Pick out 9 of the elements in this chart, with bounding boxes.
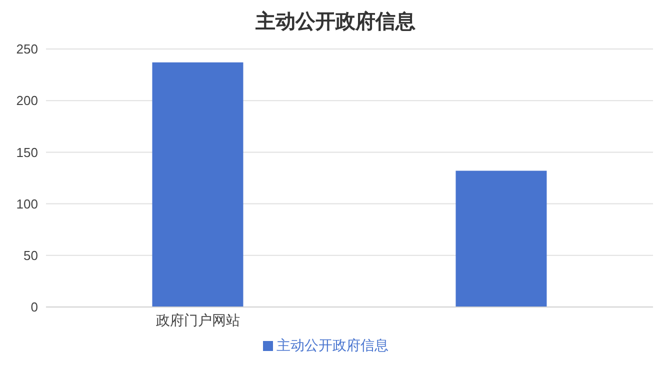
y-tick-label: 0 (30, 300, 38, 315)
legend-label: 主动公开政府信息 (276, 337, 388, 353)
y-tick-label: 50 (24, 248, 38, 264)
y-tick-label: 200 (16, 93, 38, 108)
y-tick-label: 250 (16, 42, 38, 57)
chart-title: 主动公开政府信息 (254, 8, 416, 35)
x-tick-label: 政府门户网站 (156, 312, 240, 328)
y-tick-label: 100 (16, 196, 38, 212)
y-tick-label: 150 (16, 144, 38, 160)
